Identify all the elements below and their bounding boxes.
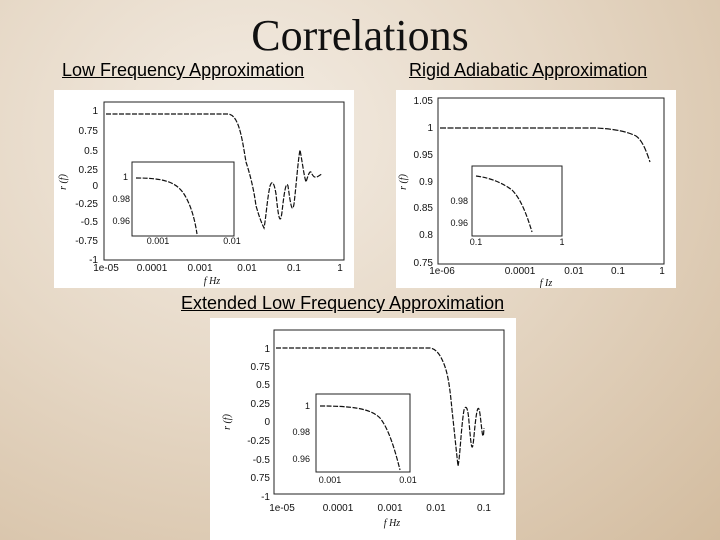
ytick: -0.25 — [75, 199, 98, 210]
ytick: 1.05 — [414, 96, 434, 107]
xtick: 0.0001 — [323, 503, 354, 514]
inset-ytick: 1 — [305, 401, 310, 411]
xtick: 0.0001 — [137, 263, 168, 274]
inset-xtick: 1 — [559, 237, 564, 247]
plot-rigid-adiabatic: 1.05 1 0.95 0.9 0.85 0.8 0.75 1e-06 0.00… — [396, 90, 676, 288]
ytick: 0.75 — [251, 473, 271, 484]
xtick: 0.001 — [377, 503, 402, 514]
x-ticks: 1e-05 0.0001 0.001 0.01 0.1 1 — [93, 263, 343, 274]
correlation-curve — [440, 127, 651, 163]
caption-rigid-adiabatic: Rigid Adiabatic Approximation — [409, 60, 648, 80]
ytick: 0.5 — [84, 146, 98, 157]
ytick: 0.25 — [79, 165, 99, 176]
ytick: 0.75 — [79, 126, 99, 137]
xtick: 1e-05 — [93, 263, 119, 274]
ytick: -0.5 — [81, 217, 99, 228]
ytick: 0 — [264, 417, 270, 428]
caption-extended-low-frequency: Extended Low Frequency Approximation — [181, 293, 505, 313]
y-axis-label: r (f) — [222, 413, 233, 430]
ytick: 1 — [264, 344, 270, 355]
ytick: -0.75 — [75, 236, 98, 247]
y-ticks: 1 0.75 0.5 0.25 0 -0.25 -0.5 -0.75 -1 — [75, 106, 98, 266]
xtick: 1e-05 — [269, 503, 295, 514]
ytick: 0.75 — [414, 258, 434, 269]
inset-ytick: 0.96 — [292, 454, 310, 464]
y-ticks: 1 0.75 0.5 0.25 0 -0.25 -0.5 0.75 -1 — [247, 344, 270, 503]
xtick: 0.01 — [564, 266, 584, 277]
y-ticks: 1.05 1 0.95 0.9 0.85 0.8 0.75 — [414, 96, 434, 269]
inset-ytick: 0.98 — [450, 196, 468, 206]
xtick: 0.01 — [426, 503, 446, 514]
inset-xtick: 0.1 — [470, 237, 483, 247]
inset-ytick: 0.98 — [112, 194, 130, 204]
ytick: 0.85 — [414, 203, 434, 214]
ytick: -0.25 — [247, 436, 270, 447]
ytick: 0.5 — [256, 380, 270, 391]
plot-low-frequency: 1 0.75 0.5 0.25 0 -0.25 -0.5 -0.75 -1 1e… — [54, 90, 354, 288]
xtick: 0.001 — [187, 263, 212, 274]
slide-title: Correlations — [251, 11, 469, 60]
ytick: 1 — [427, 123, 433, 134]
inset-plot: 1 0.98 0.96 0.001 0.01 — [112, 161, 241, 246]
x-ticks: 1e-05 0.0001 0.001 0.01 0.1 — [269, 503, 491, 514]
ytick: 0.8 — [419, 230, 433, 241]
x-axis-label: f Hz — [204, 276, 221, 287]
xtick: 0.1 — [287, 263, 301, 274]
xtick: 0.0001 — [505, 266, 536, 277]
xtick: 1 — [659, 266, 665, 277]
y-axis-label: r (f) — [58, 173, 69, 190]
inset-xtick: 0.001 — [147, 236, 170, 246]
inset-ytick: 0.98 — [292, 427, 310, 437]
xtick: 1e-06 — [429, 266, 455, 277]
inset-ytick: 0.96 — [450, 218, 468, 228]
xtick: 1 — [337, 263, 343, 274]
xtick: 0.1 — [477, 503, 491, 514]
ytick: -1 — [261, 492, 270, 503]
correlation-curve — [276, 347, 485, 467]
x-axis-label: f Hz — [384, 518, 401, 529]
inset-xtick: 0.001 — [319, 475, 342, 485]
plot-extended-low-frequency: 1 0.75 0.5 0.25 0 -0.25 -0.5 0.75 -1 1e-… — [210, 318, 516, 540]
ytick: -0.5 — [253, 455, 271, 466]
inset-ytick: 1 — [123, 172, 128, 182]
inset-xtick: 0.01 — [223, 236, 241, 246]
ytick: 0.95 — [414, 150, 434, 161]
ytick: -1 — [89, 255, 98, 266]
ytick: 0 — [92, 181, 98, 192]
caption-low-frequency: Low Frequency Approximation — [62, 60, 305, 80]
xtick: 0.1 — [611, 266, 625, 277]
correlation-curve — [106, 113, 323, 230]
inset-plot: 0.98 0.96 0.1 1 — [450, 165, 565, 247]
inset-ytick: 0.96 — [112, 216, 130, 226]
inset-plot: 1 0.98 0.96 0.001 0.01 — [292, 393, 417, 485]
x-axis-label: f Iz — [540, 278, 553, 288]
x-ticks: 1e-06 0.0001 0.01 0.1 1 — [429, 266, 665, 277]
ytick: 1 — [92, 106, 98, 117]
ytick: 0.75 — [251, 362, 271, 373]
inset-xtick: 0.01 — [399, 475, 417, 485]
y-axis-label: r (f) — [398, 173, 409, 190]
xtick: 0.01 — [237, 263, 257, 274]
ytick: 0.9 — [419, 177, 433, 188]
ytick: 0.25 — [251, 399, 271, 410]
